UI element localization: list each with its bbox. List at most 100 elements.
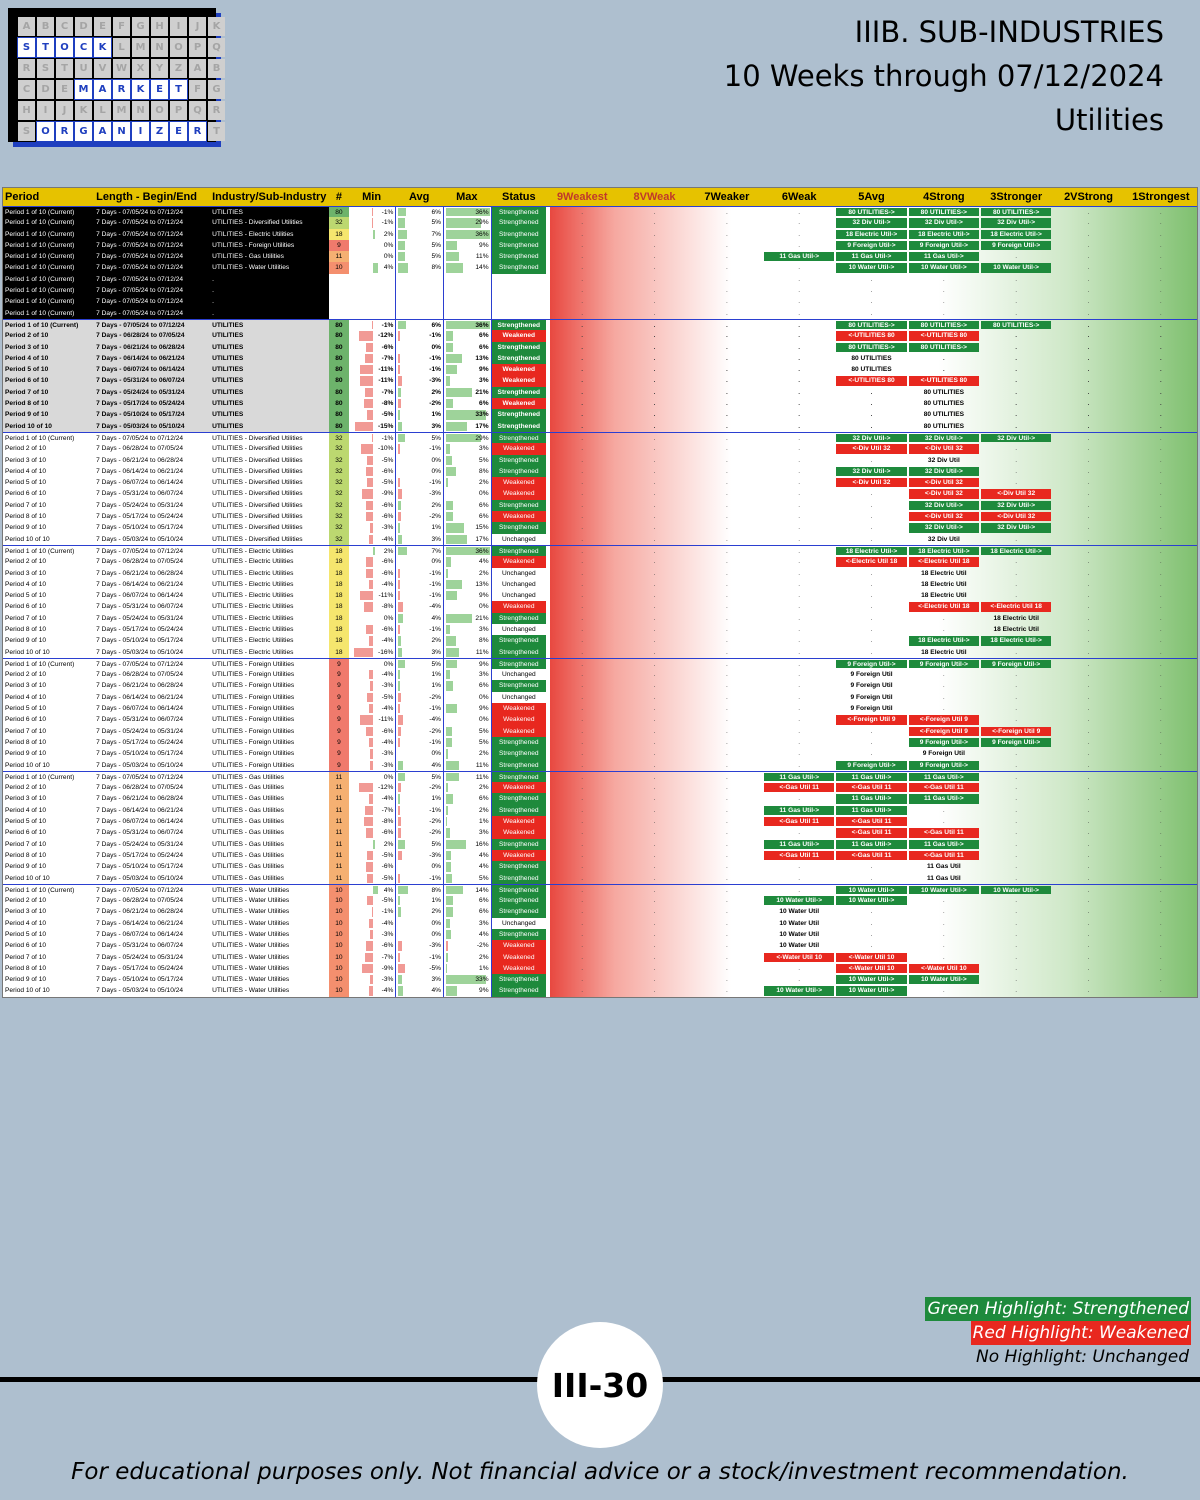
bucket-cell: 80 UTILITIES-> [908,207,980,217]
period-cell: Period 3 of 10 [3,793,95,805]
empty-dot: . [1087,592,1090,600]
bucket-cell: . [980,895,1052,906]
min-bar [363,399,374,409]
count-cell: 11 [329,251,349,263]
empty-dot: . [1087,422,1090,430]
empty-dot: . [725,840,728,848]
empty-dot: . [798,693,801,701]
length-cell-text: 7 Days - 06/28/24 to 07/05/24 [96,558,184,566]
length-cell: 7 Days - 05/10/24 to 05/17/24 [94,974,211,986]
bucket-cell: . [618,443,690,454]
empty-dot: . [942,806,945,814]
bucket-cell: . [618,624,690,635]
bucket-cell: . [1125,556,1197,567]
count-cell-text: 10 [335,964,343,972]
industry-cell-text: UTILITIES - Gas Utilities [212,773,284,781]
empty-dot: . [653,660,656,668]
avg-cell: 1% [396,409,444,421]
bucket-cell: . [618,985,690,996]
bucket-cell: . [546,929,618,940]
industry-cell: UTILITIES - Water Utilities [210,906,330,918]
legend-unchanged: No Highlight: Unchanged [976,1347,1189,1367]
length-cell-text: 7 Days - 07/05/24 to 07/12/24 [96,547,184,555]
empty-dot: . [1159,547,1162,555]
period-cell: Period 7 of 10 [3,612,95,624]
length-cell: 7 Days - 05/17/24 to 05/24/24 [94,511,211,523]
bucket-cell: . [980,974,1052,985]
industry-cell: UTILITIES [210,386,330,399]
avg-cell-text: -1% [429,705,441,713]
bucket-cell: . [691,546,763,556]
avg-cell-text: 2% [431,637,441,645]
bucket-cell: . [908,895,980,906]
empty-dot: . [942,625,945,633]
bucket-marker: 80 UTILITIES [923,388,964,396]
bucket-marker: 10 Water Util-> [981,885,1052,895]
bucket-cell: . [1125,590,1197,601]
empty-dot: . [725,625,728,633]
industry-cell: UTILITIES - Diversified Utilities [210,465,330,478]
length-cell-text: 7 Days - 07/05/24 to 07/12/24 [96,230,184,238]
bucket-cell: . [618,488,690,499]
count-cell-text: 11 [335,829,343,837]
length-cell-text: 7 Days - 05/03/24 to 05/10/24 [96,535,184,543]
industry-cell-text: UTILITIES - Water Utilities [212,953,290,961]
count-cell: 32 [329,217,349,229]
empty-dot: . [653,309,656,317]
industry-cell: UTILITIES - Water Utilities [210,262,330,274]
industry-cell-text: UTILITIES - Water Utilities [212,919,290,927]
avg-cell: 2% [396,499,444,512]
length-cell: 7 Days - 07/05/24 to 07/12/24 [94,273,211,286]
empty-dot: . [581,648,584,656]
bucket-cell: . [763,342,835,353]
length-cell: 7 Days - 05/24/24 to 05/31/24 [94,612,211,624]
count-cell-text: 11 [335,806,343,814]
bucket-cell: . [763,659,835,669]
empty-dot: . [581,818,584,826]
bucket-cell: . [763,714,835,725]
empty-dot: . [1087,964,1090,972]
avg-cell-text: 6% [431,321,441,329]
min-bar [366,512,374,522]
length-cell: 7 Days - 06/07/24 to 06/14/24 [94,816,211,828]
avg-cell: -1% [396,623,444,636]
bucket-cell: . [546,613,618,624]
count-cell: 10 [329,262,349,274]
count-cell-text: 32 [335,467,343,475]
count-cell-text: 9 [337,705,341,713]
status-cell: Unchanged [492,590,546,601]
empty-dot: . [1159,467,1162,475]
max-cell-text: 2% [479,784,489,792]
empty-dot: . [942,354,945,362]
industry-cell-text: UTILITIES - Water Utilities [212,942,290,950]
count-cell-text: 18 [335,592,343,600]
bucket-cell: . [546,839,618,850]
period-cell: Period 1 of 10 (Current) [3,228,95,240]
bucket-cell: . [835,748,907,759]
status-cell-text: Strengthened [497,411,541,419]
bucket-marker: 80 UTILITIES [851,366,892,374]
period-cell: Period 6 of 10 [3,375,95,387]
bucket-cell: 80 UTILITIES-> [835,207,907,217]
empty-dot: . [653,445,656,453]
length-cell: 7 Days - 06/21/24 to 06/28/24 [94,454,211,466]
empty-dot: . [725,931,728,938]
bucket-cell: . [980,816,1052,827]
avg-cell-text: -4% [429,716,441,724]
avg-cell: -3% [396,488,444,500]
max-cell: 5% [444,725,492,737]
logo-letter-cell: N [112,121,131,142]
empty-dot: . [1087,931,1090,938]
bucket-cell: . [980,805,1052,816]
min-cell: -5% [349,454,397,466]
avg-bar [398,794,400,804]
status-cell: Strengthened [491,736,547,749]
empty-dot: . [653,535,656,543]
bucket-marker: 9 Foreign Util [850,693,893,701]
empty-dot: . [653,682,656,690]
industry-cell: UTILITIES - Electric Utilities [210,601,330,613]
length-cell-text: 7 Days - 05/31/24 to 06/07/24 [96,377,185,385]
min-cell: -12% [349,782,397,794]
bucket-cell: . [546,850,618,861]
empty-dot: . [1159,806,1162,814]
